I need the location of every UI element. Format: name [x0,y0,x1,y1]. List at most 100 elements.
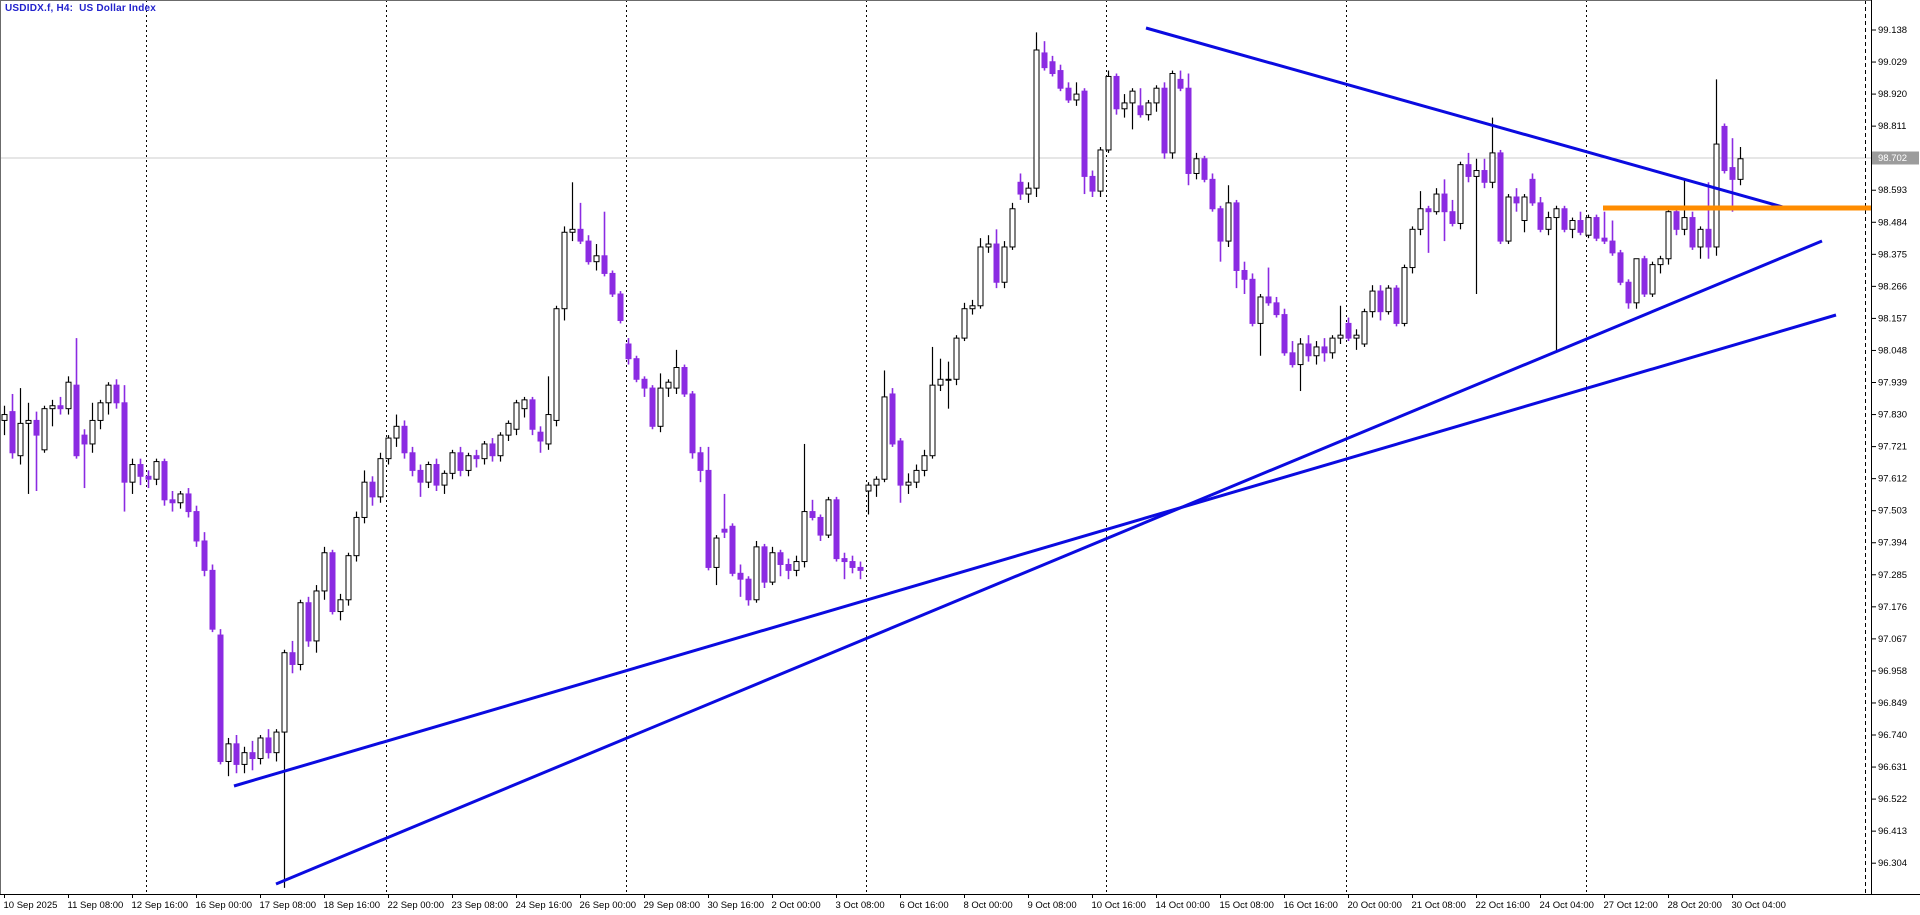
candle [785,558,792,580]
candle [233,735,240,774]
time-axis-background [0,894,1920,915]
candle [945,361,952,409]
price-axis-label: 98.593 [1878,185,1907,196]
candle [1105,70,1112,153]
candle [1433,188,1440,215]
candle [1345,317,1352,342]
week-separator-lines [146,0,1587,894]
candle [1097,147,1104,197]
candle [561,226,568,321]
price-axis-label: 98.484 [1878,217,1907,228]
candle [593,244,600,271]
candle [649,385,656,430]
candle [1193,152,1200,180]
time-axis-label: 10 Oct 16:00 [1092,900,1146,911]
candle [889,388,896,447]
descending-resistance-trendline[interactable] [1145,26,1791,211]
candle [665,379,672,397]
candle [569,182,576,242]
candle [1057,64,1064,92]
price-axis-label: 97.939 [1878,378,1907,389]
candle [521,396,528,418]
candle [89,402,96,453]
candle [161,458,168,506]
candle [1697,226,1704,259]
candle [33,411,40,491]
candle [209,564,216,633]
candle [961,302,968,342]
price-axis-label: 98.048 [1878,345,1907,356]
candle [849,555,856,574]
candle [401,420,408,459]
candle [777,549,784,577]
candle [25,402,32,494]
candle [1241,261,1248,295]
candle [617,291,624,324]
candle [601,211,608,277]
candle [1441,179,1448,242]
candle [1585,214,1592,239]
candle [265,729,272,759]
candle [121,385,128,512]
candle [1025,182,1032,203]
candle [1185,73,1192,186]
candle [1281,308,1288,356]
time-axis-label: 22 Oct 16:00 [1476,900,1530,911]
price-axis-label: 99.138 [1878,25,1907,36]
candle [1257,294,1264,356]
price-axis-label: 96.958 [1878,666,1907,677]
candle [97,399,104,430]
candle [1169,70,1176,159]
candle [1729,138,1736,212]
candle [745,576,752,606]
candlestick-series[interactable] [1,32,1744,888]
price-axis-label: 96.304 [1878,858,1907,869]
ascending-support-trendline-lower[interactable] [275,239,1823,886]
candle [705,446,712,571]
candle [1505,194,1512,245]
candle [393,414,400,447]
candle [905,473,912,494]
candle [313,585,320,653]
price-axis-background [1871,0,1920,915]
candle [1049,55,1056,77]
candle [1361,308,1368,347]
candle [1545,211,1552,236]
ascending-support-trendline-upper[interactable] [233,313,1837,788]
candle [793,555,800,577]
candle [1617,249,1624,286]
candle [825,496,832,539]
candle [1353,329,1360,350]
candle [697,446,704,483]
candle [41,405,48,453]
candle [377,452,384,503]
price-axis-scale[interactable]: 99.138 99.029 98.920 98.811 98.593 98.484 98.3… [1871,25,1907,869]
candle [729,523,736,577]
trendlines[interactable] [233,26,1837,886]
time-axis-label: 28 Oct 20:00 [1668,900,1722,911]
time-axis-label: 24 Sep 16:00 [516,900,573,911]
candle [1649,261,1656,297]
candle [969,299,976,315]
candle [65,376,72,415]
candle [129,458,136,494]
candle [1513,188,1520,212]
candle [985,235,992,253]
candle [1305,335,1312,362]
time-axis-label: 10 Sep 2025 [4,900,58,911]
candle [137,458,144,486]
candle [1121,94,1128,118]
price-axis-label: 96.740 [1878,730,1907,741]
candle [281,649,288,888]
candle [1521,194,1528,233]
time-axis-scale[interactable]: 10 Sep 2025 11 Sep 08:00 12 Sep 16:00 16 Se… [4,894,1786,911]
candle [1089,170,1096,197]
candle [1601,211,1608,245]
time-axis-label: 11 Sep 08:00 [68,900,124,911]
time-axis-label: 24 Oct 04:00 [1540,900,1594,911]
candle [81,429,88,489]
candle [145,470,152,489]
candle [1321,338,1328,362]
